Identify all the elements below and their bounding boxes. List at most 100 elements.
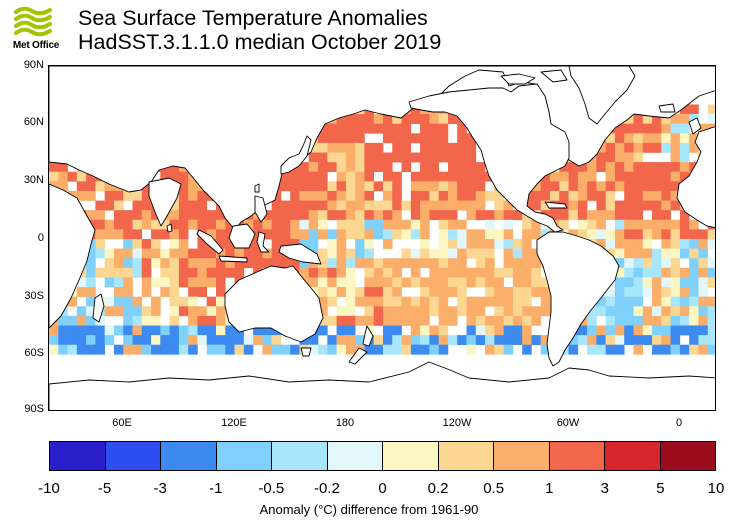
anomaly-cell bbox=[512, 248, 523, 259]
land-sri-lanka bbox=[166, 223, 173, 233]
sst-anomaly-map bbox=[48, 65, 716, 411]
anomaly-cell bbox=[197, 190, 208, 201]
anomaly-cell bbox=[318, 142, 328, 153]
anomaly-cell bbox=[670, 142, 681, 153]
anomaly-cell bbox=[327, 277, 337, 288]
anomaly-cell bbox=[642, 123, 653, 134]
anomaly-cell bbox=[661, 296, 671, 307]
anomaly-cell bbox=[605, 239, 616, 249]
anomaly-cell bbox=[466, 267, 477, 278]
anomaly-cell bbox=[104, 200, 115, 211]
anomaly-cell bbox=[327, 152, 337, 163]
anomaly-cell bbox=[457, 306, 467, 317]
anomaly-cell bbox=[104, 258, 115, 269]
anomaly-cell bbox=[197, 315, 208, 326]
anomaly-cell bbox=[531, 181, 542, 192]
anomaly-cell bbox=[95, 210, 105, 221]
color-scale-swatch bbox=[327, 442, 383, 470]
anomaly-cell bbox=[86, 248, 96, 259]
anomaly-cell bbox=[327, 181, 337, 192]
anomaly-cell bbox=[318, 315, 328, 326]
anomaly-cell bbox=[104, 306, 115, 317]
anomaly-cell bbox=[392, 171, 402, 182]
anomaly-cell bbox=[383, 162, 393, 173]
anomaly-cell bbox=[652, 229, 662, 240]
anomaly-cell bbox=[485, 325, 495, 336]
logo-text: Met Office bbox=[12, 40, 60, 51]
anomaly-cell bbox=[327, 210, 337, 221]
anomaly-cell bbox=[86, 287, 96, 297]
anomaly-cell bbox=[373, 152, 384, 163]
anomaly-cell bbox=[345, 306, 356, 317]
anomaly-cell bbox=[707, 344, 715, 355]
anomaly-cell bbox=[234, 258, 245, 269]
anomaly-cell bbox=[299, 200, 310, 211]
anomaly-cell bbox=[151, 229, 161, 240]
anomaly-cell bbox=[420, 171, 430, 182]
anomaly-cell bbox=[466, 315, 477, 326]
anomaly-cell bbox=[327, 315, 337, 326]
anomaly-cell bbox=[141, 219, 152, 230]
anomaly-cell bbox=[345, 200, 356, 211]
anomaly-cell bbox=[596, 162, 606, 173]
anomaly-cell bbox=[392, 306, 402, 317]
anomaly-cell bbox=[438, 114, 449, 124]
anomaly-cell bbox=[355, 315, 365, 326]
anomaly-cell bbox=[206, 267, 217, 278]
anomaly-cell bbox=[355, 190, 365, 201]
anomaly-cell bbox=[392, 344, 402, 355]
land-masses bbox=[49, 66, 715, 410]
anomaly-cell bbox=[652, 344, 662, 355]
anomaly-cell bbox=[429, 335, 439, 346]
anomaly-cell bbox=[271, 210, 282, 221]
anomaly-cell bbox=[206, 248, 217, 259]
anomaly-cell bbox=[605, 171, 616, 182]
anomaly-cell bbox=[383, 152, 393, 163]
anomaly-cell bbox=[234, 267, 245, 278]
anomaly-cell bbox=[271, 344, 282, 355]
anomaly-cell bbox=[178, 210, 189, 221]
anomaly-cell bbox=[169, 325, 180, 336]
anomaly-cell bbox=[679, 123, 690, 134]
anomaly-cell bbox=[280, 200, 291, 211]
anomaly-cell bbox=[457, 162, 467, 173]
anomaly-cell bbox=[522, 277, 532, 288]
anomaly-cell bbox=[624, 190, 634, 201]
anomaly-cell bbox=[113, 219, 124, 230]
anomaly-cell bbox=[206, 258, 217, 269]
anomaly-cell bbox=[587, 306, 597, 317]
anomaly-cell bbox=[540, 171, 551, 182]
anomaly-cell bbox=[698, 287, 709, 297]
anomaly-cell bbox=[540, 181, 551, 192]
anomaly-cell bbox=[447, 277, 458, 288]
anomaly-cell bbox=[522, 344, 532, 355]
anomaly-cell bbox=[262, 325, 272, 336]
anomaly-cell bbox=[689, 335, 699, 346]
anomaly-cell bbox=[76, 315, 87, 326]
anomaly-cell bbox=[410, 229, 421, 240]
anomaly-cell bbox=[466, 142, 477, 153]
anomaly-cell bbox=[410, 200, 421, 211]
anomaly-cell bbox=[568, 162, 579, 173]
anomaly-cell bbox=[457, 152, 467, 163]
anomaly-cell bbox=[457, 239, 467, 249]
anomaly-cell bbox=[364, 315, 375, 326]
anomaly-cell bbox=[457, 190, 467, 201]
anomaly-cell bbox=[466, 133, 477, 144]
anomaly-cell bbox=[308, 162, 319, 173]
anomaly-cell bbox=[345, 123, 356, 134]
anomaly-cell bbox=[76, 306, 87, 317]
anomaly-cell bbox=[392, 229, 402, 240]
color-scale-swatch bbox=[605, 442, 661, 470]
anomaly-cell bbox=[494, 287, 504, 297]
anomaly-cell bbox=[438, 296, 449, 307]
anomaly-cell bbox=[188, 258, 198, 269]
lat-label-60n: 60N bbox=[23, 116, 44, 128]
color-scale-tick-label: -0.5 bbox=[258, 480, 285, 497]
anomaly-cell bbox=[197, 239, 208, 249]
anomaly-cell bbox=[457, 287, 467, 297]
anomaly-cell bbox=[383, 296, 393, 307]
anomaly-cell bbox=[188, 315, 198, 326]
anomaly-cell bbox=[76, 344, 87, 355]
anomaly-cell bbox=[178, 306, 189, 317]
